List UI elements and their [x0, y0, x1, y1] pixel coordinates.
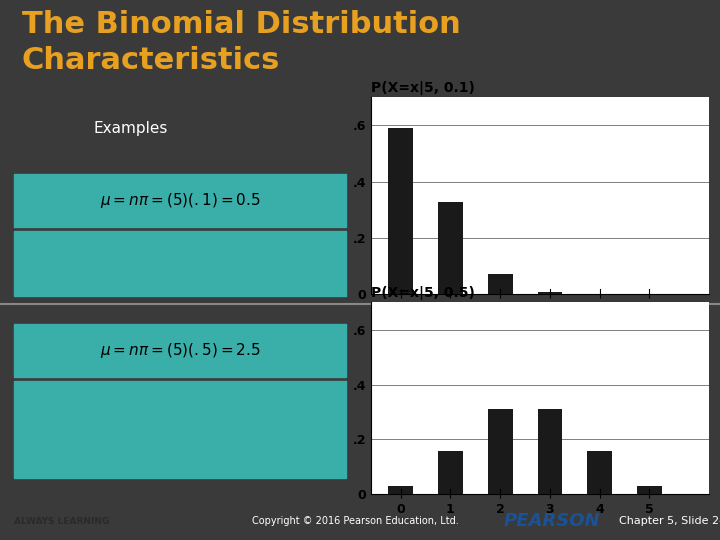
Bar — [438, 202, 463, 294]
FancyBboxPatch shape — [14, 231, 346, 295]
FancyBboxPatch shape — [14, 381, 346, 478]
Text: $\mu = n\pi = (5)(.1) = 0.5$: $\mu = n\pi = (5)(.1) = 0.5$ — [99, 191, 261, 210]
Bar — [538, 409, 562, 494]
Bar — [388, 485, 413, 494]
Text: $\mu = n\pi = (5)(.5) = 2.5$: $\mu = n\pi = (5)(.5) = 2.5$ — [99, 341, 261, 360]
Text: Copyright © 2016 Pearson Education, Ltd.: Copyright © 2016 Pearson Education, Ltd. — [252, 516, 459, 526]
Bar — [538, 292, 562, 294]
Bar — [637, 485, 662, 494]
Bar — [588, 451, 612, 494]
Bar — [388, 128, 413, 294]
Bar — [487, 409, 513, 494]
FancyBboxPatch shape — [14, 174, 346, 227]
Bar — [438, 451, 463, 494]
FancyBboxPatch shape — [14, 324, 346, 377]
Text: ALWAYS LEARNING: ALWAYS LEARNING — [14, 517, 109, 525]
Text: Chapter 5, Slide 24: Chapter 5, Slide 24 — [619, 516, 720, 526]
Text: The Binomial Distribution
Characteristics: The Binomial Distribution Characteristic… — [22, 10, 460, 75]
Text: PEARSON: PEARSON — [504, 512, 600, 530]
Text: P(X=x|5, 0.1): P(X=x|5, 0.1) — [371, 80, 474, 94]
Bar — [487, 274, 513, 294]
Text: Examples: Examples — [94, 122, 168, 137]
Text: P(X=x|5, 0.5): P(X=x|5, 0.5) — [371, 286, 474, 300]
